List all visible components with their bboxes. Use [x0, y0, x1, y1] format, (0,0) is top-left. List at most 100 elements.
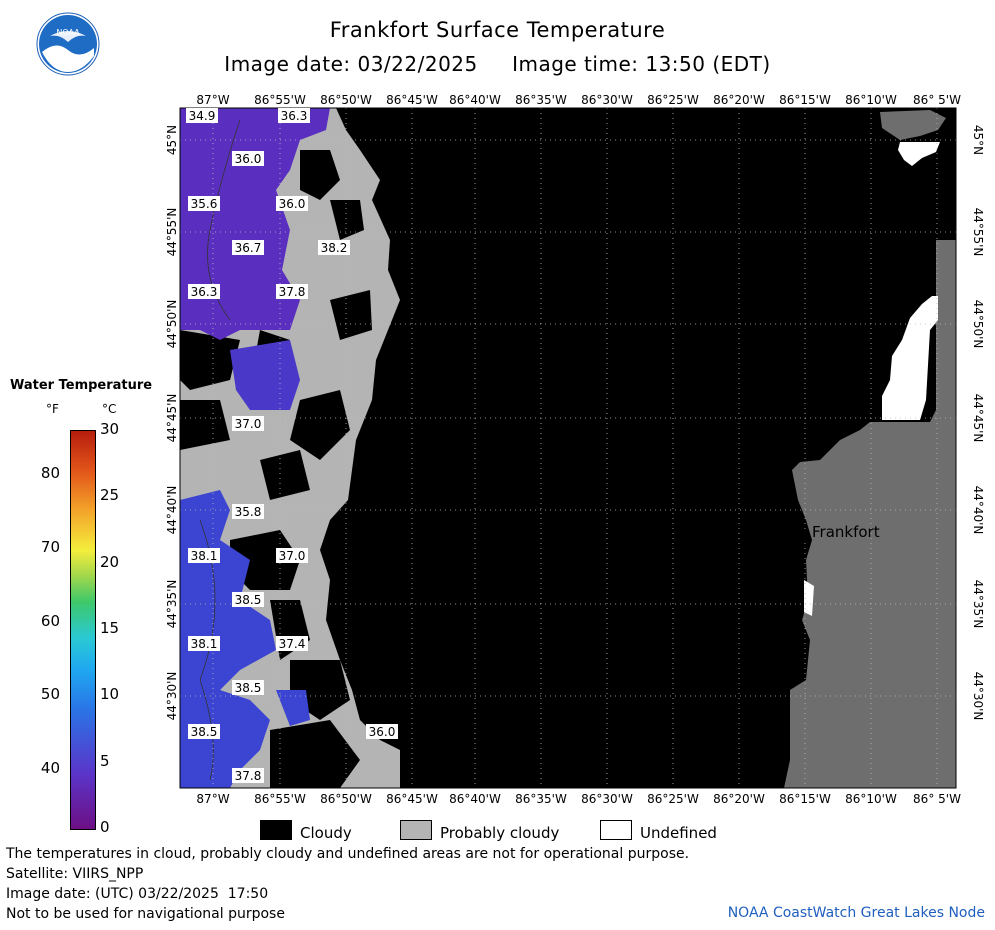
temperature-label-box: [232, 768, 264, 783]
longitude-label: 86° 5'W: [913, 93, 961, 107]
colorbar: [70, 430, 96, 830]
temperature-label: 36.0: [235, 152, 262, 166]
map-frame: [179, 107, 957, 789]
footer-satellite: Satellite: VIIRS_NPP: [6, 866, 144, 882]
colorbar-unit-f: °F: [46, 402, 59, 416]
colorbar-title: Water Temperature: [10, 378, 153, 393]
latitude-labels-right: 45°N 44°55'N 44°50'N 44°45'N 44°40'N 44°35'N 4…: [971, 125, 985, 721]
colorbar-tick-f: 80: [40, 464, 60, 483]
longitude-labels-top: 87°W 86°55'W 86°50'W 86°45'W 86°40'W 86°35'W 8…: [196, 93, 961, 107]
cloud-patch: [180, 330, 240, 390]
cloud-patch: [290, 390, 350, 460]
temperature-label: 38.5: [235, 593, 262, 607]
temperature-label-box: [188, 724, 220, 739]
colorbar-tick-f: 60: [40, 611, 60, 630]
temperature-label: 37.8: [235, 769, 262, 783]
colorbar-tick-c: 25: [100, 486, 120, 505]
temperature-label-box: [232, 680, 264, 695]
latitude-label: 44°45'N: [971, 394, 985, 443]
cloud-patch: [230, 530, 300, 590]
colorbar-tick-f: 40: [40, 759, 60, 778]
longitude-label: 86°25'W: [647, 792, 699, 806]
temperature-label-box: [188, 548, 220, 563]
cloud-patch: [180, 400, 230, 450]
longitude-label: 86°10'W: [845, 792, 897, 806]
latitude-label: 44°40'N: [165, 486, 179, 535]
footer-note: The temperatures in cloud, probably clou…: [6, 846, 690, 862]
latitude-label: 44°50'N: [165, 300, 179, 349]
longitude-label: 86°20'W: [713, 93, 765, 107]
longitude-label: 86°35'W: [515, 93, 567, 107]
temperature-label: 36.7: [235, 241, 262, 255]
temperature-label-box: [232, 504, 264, 519]
temperature-label-box: [186, 108, 218, 123]
latitude-label: 44°30'N: [165, 672, 179, 721]
longitude-label: 87°W: [196, 792, 229, 806]
longitude-label: 86°25'W: [647, 93, 699, 107]
longitude-label: 86°30'W: [581, 792, 633, 806]
temperature-label-box: [278, 108, 310, 123]
temperature-label: 38.5: [191, 725, 218, 739]
cloud-patch: [330, 290, 372, 340]
footer-nav-warning: Not to be used for navigational purpose: [6, 906, 285, 922]
frankfort-marker: [802, 532, 810, 540]
latitude-label: 44°45'N: [165, 394, 179, 443]
longitude-label: 86°45'W: [386, 93, 438, 107]
colorbar-tick-c: 30: [100, 420, 120, 438]
temperature-label-box: [232, 592, 264, 607]
longitude-label: 86°45'W: [386, 792, 438, 806]
longitude-label: 86°15'W: [779, 792, 831, 806]
cloud-patch: [330, 200, 364, 240]
longitude-label: 86°55'W: [254, 792, 306, 806]
temperature-label: 35.6: [191, 197, 218, 211]
temperature-label-box: [318, 240, 350, 255]
cloud-patch: [300, 150, 340, 200]
colorbar-tick-c: 20: [100, 552, 120, 571]
image-datetime: Image date: 03/22/2025 Image time: 13:50…: [0, 52, 995, 76]
temperature-label-box: [188, 636, 220, 651]
water-temp-south: [180, 490, 276, 788]
logo-text: NOAA: [56, 28, 80, 37]
temperature-label: 36.3: [281, 109, 308, 123]
longitude-label: 86°55'W: [254, 93, 306, 107]
longitude-labels-bottom: 87°W 86°55'W 86°50'W 86°45'W 86°40'W 86°35'W 8…: [196, 792, 961, 806]
temperature-label: 35.8: [235, 505, 262, 519]
noaa-logo: NOAA: [36, 12, 100, 76]
land-mainland: [784, 240, 956, 788]
isotherm: [199, 519, 216, 781]
longitude-label: 86°10'W: [845, 93, 897, 107]
temperature-label: 37.4: [279, 637, 306, 651]
colorbar-tick-c: 0: [100, 818, 110, 836]
temperature-label-box: [232, 416, 264, 431]
footer-credit: NOAA CoastWatch Great Lakes Node: [727, 905, 985, 921]
temperature-label-box: [276, 196, 308, 211]
latitude-label: 44°40'N: [971, 486, 985, 535]
latitude-label: 44°55'N: [971, 208, 985, 257]
map-title: Frankfort Surface Temperature: [329, 18, 666, 42]
colorbar-tick-c: 15: [100, 619, 120, 637]
latitude-label: 45°N: [165, 125, 179, 155]
legend-swatch-cloudy: [260, 820, 292, 840]
temperature-label: 36.0: [279, 197, 306, 211]
colorbar-unit-c: °C: [102, 402, 117, 416]
temperature-label-box: [188, 196, 220, 211]
temperature-label-box: [232, 240, 264, 255]
longitude-label: 86°40'W: [449, 792, 501, 806]
graticule: [180, 108, 956, 788]
temperature-label-box: [276, 284, 308, 299]
cloud-patch: [270, 720, 360, 788]
colorbar-tick-c: 5: [100, 751, 110, 770]
undefined-area-north: [898, 142, 940, 166]
footer-image-date-utc: Image date: (UTC) 03/22/2025 17:50: [6, 886, 269, 902]
longitude-label: 86°30'W: [581, 93, 633, 107]
longitude-label: 86°35'W: [515, 792, 567, 806]
longitude-label: 86°15'W: [779, 93, 831, 107]
land-island: [880, 110, 946, 140]
longitude-label: 86° 5'W: [913, 792, 961, 806]
legend-swatch-probably-cloudy: [400, 820, 432, 840]
water-temp-patch: [230, 340, 300, 410]
cloud-patch: [260, 450, 310, 500]
temperature-labels: 34.9 36.3 36.0 35.6 36.0 36.7 38.2 36.3 37.8 37.0…: [186, 108, 398, 783]
temperature-label: 36.3: [191, 285, 218, 299]
temperature-label: 36.0: [369, 725, 396, 739]
